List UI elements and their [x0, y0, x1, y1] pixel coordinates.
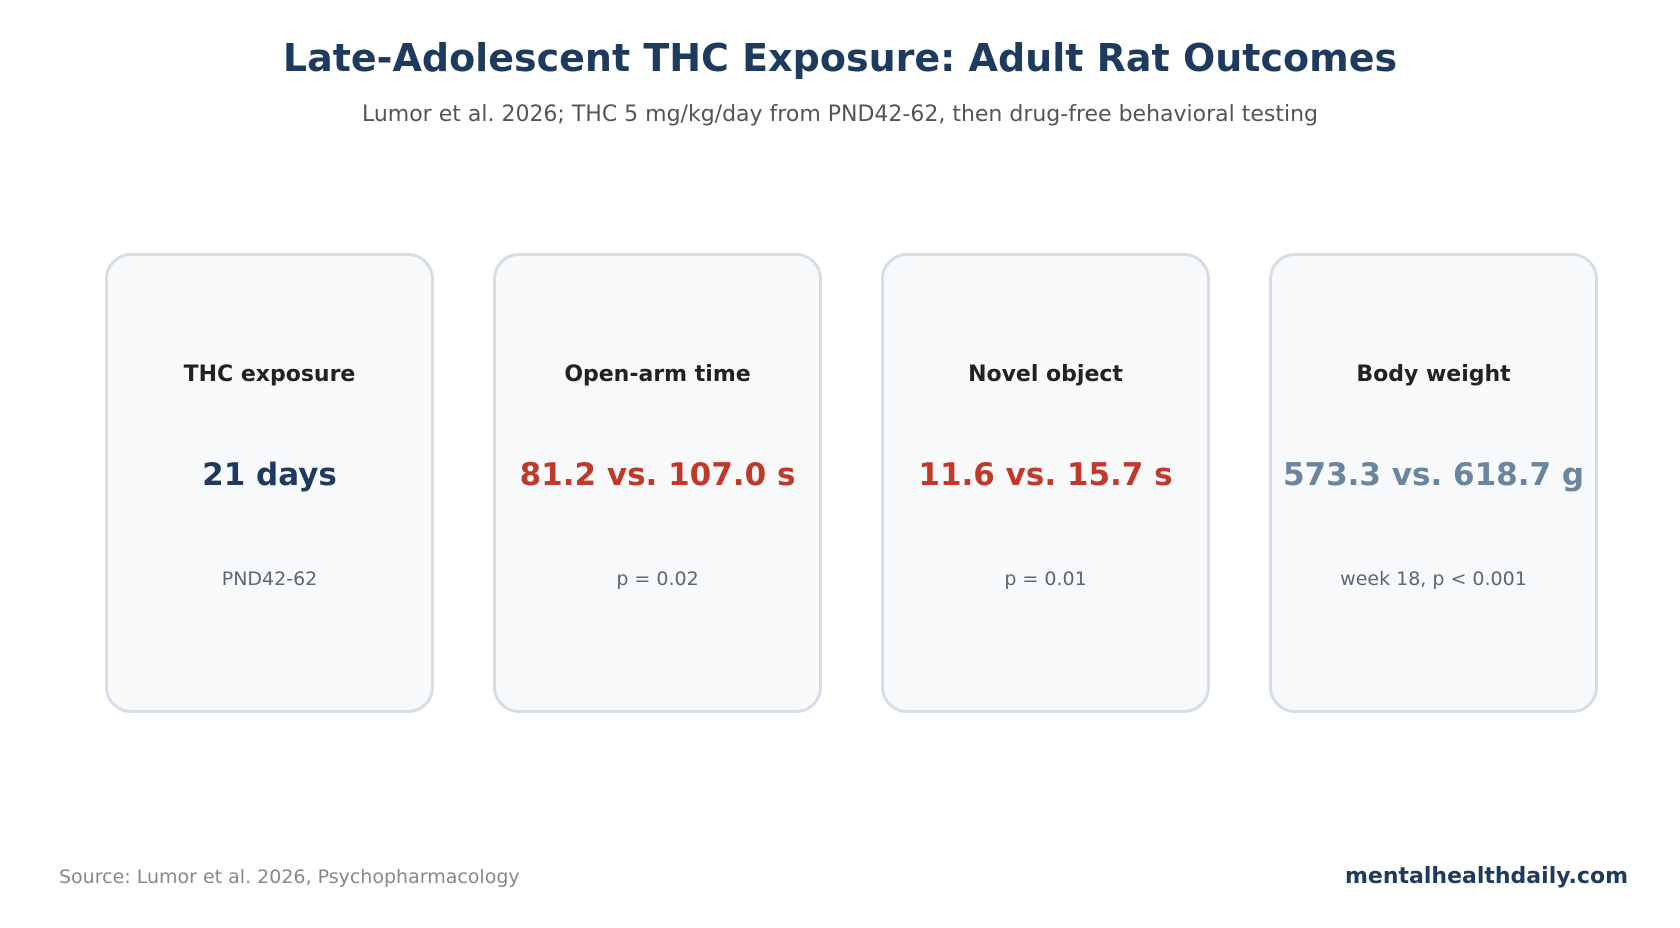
card-label: Novel object — [968, 362, 1123, 387]
card-value: 21 days — [202, 457, 337, 493]
stat-card-body-weight: Body weight 573.3 vs. 618.7 g week 18, p… — [1269, 253, 1598, 713]
card-label: Open-arm time — [564, 362, 751, 387]
brand-logo-text: mentalhealthdaily.com — [1345, 864, 1628, 889]
stat-card-open-arm-time: Open-arm time 81.2 vs. 107.0 s p = 0.02 — [493, 253, 822, 713]
card-value: 81.2 vs. 107.0 s — [519, 457, 796, 493]
card-label: THC exposure — [183, 362, 356, 387]
card-note: PND42-62 — [221, 568, 318, 590]
stat-card-novel-object: Novel object 11.6 vs. 15.7 s p = 0.01 — [881, 253, 1210, 713]
card-label: Body weight — [1356, 362, 1511, 387]
page-title: Late-Adolescent THC Exposure: Adult Rat … — [282, 36, 1398, 80]
card-value: 573.3 vs. 618.7 g — [1282, 457, 1585, 493]
page-subtitle: Lumor et al. 2026; THC 5 mg/kg/day from … — [361, 102, 1319, 127]
card-value: 11.6 vs. 15.7 s — [918, 457, 1173, 493]
source-citation: Source: Lumor et al. 2026, Psychopharmac… — [59, 866, 520, 888]
card-note: week 18, p < 0.001 — [1340, 568, 1527, 590]
stat-card-thc-exposure: THC exposure 21 days PND42-62 — [105, 253, 434, 713]
card-note: p = 0.02 — [616, 568, 699, 590]
card-note: p = 0.01 — [1004, 568, 1087, 590]
